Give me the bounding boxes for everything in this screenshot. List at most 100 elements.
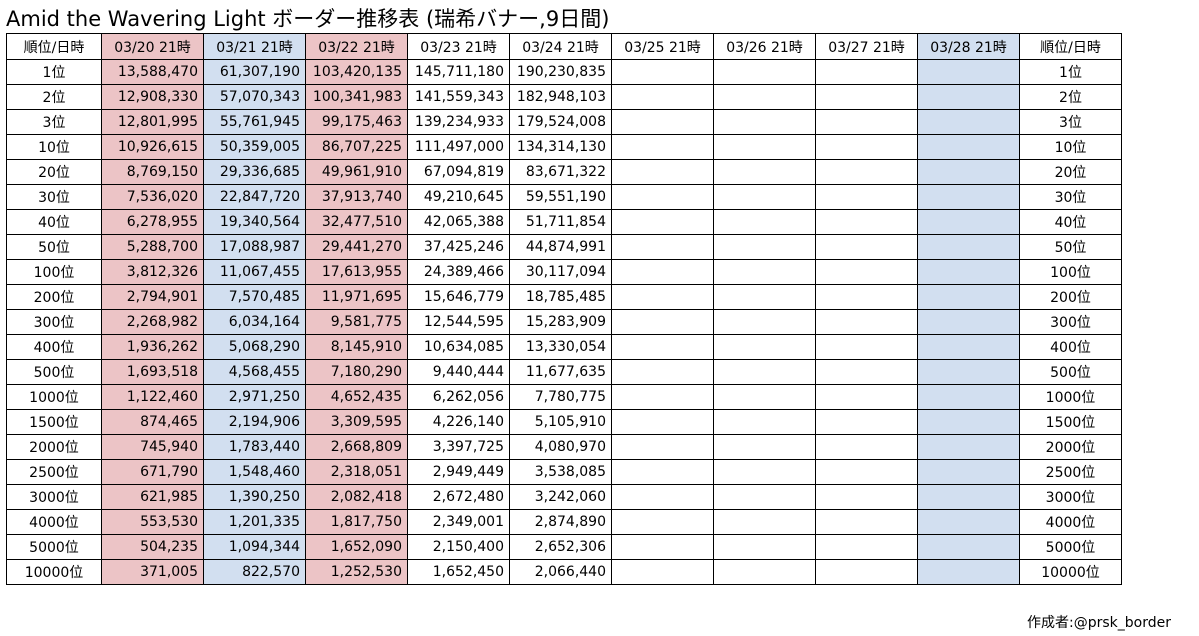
rank-label: 4000位 xyxy=(6,509,102,535)
column-header: 03/22 21時 xyxy=(305,33,408,60)
score-cell: 1,783,440 xyxy=(203,434,306,460)
score-cell xyxy=(713,159,816,185)
score-cell: 9,581,775 xyxy=(305,309,408,335)
table-row: 2位 12,908,330 57,070,343 100,341,983 141,559… xyxy=(6,84,1122,110)
score-cell: 1,652,450 xyxy=(407,559,510,585)
table-row: 1000位 1,122,460 2,971,250 4,652,435 6,262,05… xyxy=(6,384,1122,410)
rank-label-right: 5000位 xyxy=(1019,534,1122,560)
score-cell: 2,066,440 xyxy=(509,559,612,585)
score-cell: 7,536,020 xyxy=(101,184,204,210)
score-cell xyxy=(815,334,918,360)
score-cell: 37,425,246 xyxy=(407,234,510,260)
score-cell xyxy=(611,134,714,160)
score-cell: 22,847,720 xyxy=(203,184,306,210)
score-cell: 1,122,460 xyxy=(101,384,204,410)
score-cell xyxy=(713,109,816,135)
score-cell: 13,330,054 xyxy=(509,334,612,360)
score-cell xyxy=(713,134,816,160)
score-cell: 5,105,910 xyxy=(509,409,612,435)
score-cell: 2,349,001 xyxy=(407,509,510,535)
score-cell xyxy=(713,234,816,260)
score-cell xyxy=(713,259,816,285)
score-cell xyxy=(815,384,918,410)
rank-label-right: 500位 xyxy=(1019,359,1122,385)
rank-label-right: 100位 xyxy=(1019,259,1122,285)
corner-header-left: 順位/日時 xyxy=(6,33,102,60)
score-cell: 8,769,150 xyxy=(101,159,204,185)
score-cell: 3,309,595 xyxy=(305,409,408,435)
score-cell: 4,080,970 xyxy=(509,434,612,460)
rank-label-right: 1500位 xyxy=(1019,409,1122,435)
rank-label: 200位 xyxy=(6,284,102,310)
score-cell xyxy=(815,159,918,185)
score-cell: 2,794,901 xyxy=(101,284,204,310)
score-cell: 59,551,190 xyxy=(509,184,612,210)
score-cell: 371,005 xyxy=(101,559,204,585)
score-cell: 42,065,388 xyxy=(407,209,510,235)
score-cell: 7,780,775 xyxy=(509,384,612,410)
table-row: 3000位 621,985 1,390,250 2,082,418 2,672,480 3… xyxy=(6,484,1122,510)
corner-header-right: 順位/日時 xyxy=(1019,33,1122,60)
score-cell: 145,711,180 xyxy=(407,59,510,85)
table-row: 200位 2,794,901 7,570,485 11,971,695 15,646,7… xyxy=(6,284,1122,310)
score-cell xyxy=(713,459,816,485)
score-cell xyxy=(815,134,918,160)
score-cell xyxy=(611,509,714,535)
score-cell xyxy=(917,59,1020,85)
rank-label: 3000位 xyxy=(6,484,102,510)
column-header: 03/27 21時 xyxy=(815,33,918,60)
rank-label: 2位 xyxy=(6,84,102,110)
table-row: 2000位 745,940 1,783,440 2,668,809 3,397,725 4… xyxy=(6,434,1122,460)
score-cell xyxy=(713,359,816,385)
score-cell: 822,570 xyxy=(203,559,306,585)
score-cell xyxy=(611,359,714,385)
score-cell xyxy=(917,309,1020,335)
score-cell: 6,034,164 xyxy=(203,309,306,335)
score-cell xyxy=(611,534,714,560)
score-cell: 49,961,910 xyxy=(305,159,408,185)
table-row: 1500位 874,465 2,194,906 3,309,595 4,226,140 5… xyxy=(6,409,1122,435)
score-cell: 99,175,463 xyxy=(305,109,408,135)
score-cell xyxy=(917,534,1020,560)
score-cell: 103,420,135 xyxy=(305,59,408,85)
rank-label: 1500位 xyxy=(6,409,102,435)
score-cell: 671,790 xyxy=(101,459,204,485)
score-cell xyxy=(917,409,1020,435)
score-cell xyxy=(917,259,1020,285)
table-row: 5000位 504,235 1,094,344 1,652,090 2,150,400 2… xyxy=(6,534,1122,560)
score-cell: 2,150,400 xyxy=(407,534,510,560)
score-cell xyxy=(611,409,714,435)
score-cell: 1,094,344 xyxy=(203,534,306,560)
score-cell xyxy=(917,159,1020,185)
score-cell: 141,559,343 xyxy=(407,84,510,110)
score-cell xyxy=(917,84,1020,110)
score-cell: 2,082,418 xyxy=(305,484,408,510)
rank-label-right: 3000位 xyxy=(1019,484,1122,510)
score-cell: 55,761,945 xyxy=(203,109,306,135)
score-cell xyxy=(917,109,1020,135)
rank-label-right: 300位 xyxy=(1019,309,1122,335)
score-cell: 1,201,335 xyxy=(203,509,306,535)
score-cell xyxy=(713,209,816,235)
score-cell: 13,588,470 xyxy=(101,59,204,85)
score-cell: 12,801,995 xyxy=(101,109,204,135)
score-cell: 11,067,455 xyxy=(203,259,306,285)
score-cell xyxy=(917,509,1020,535)
score-cell: 6,278,955 xyxy=(101,209,204,235)
score-cell: 1,817,750 xyxy=(305,509,408,535)
rank-label-right: 1000位 xyxy=(1019,384,1122,410)
rank-label: 2500位 xyxy=(6,459,102,485)
score-cell xyxy=(713,509,816,535)
rank-label-right: 10位 xyxy=(1019,134,1122,160)
score-cell xyxy=(713,184,816,210)
author-credit: 作成者:@prsk_border xyxy=(1027,615,1171,631)
score-cell: 2,672,480 xyxy=(407,484,510,510)
score-cell xyxy=(917,484,1020,510)
rank-label-right: 3位 xyxy=(1019,109,1122,135)
score-cell xyxy=(815,84,918,110)
rank-label-right: 2位 xyxy=(1019,84,1122,110)
score-cell xyxy=(611,84,714,110)
score-cell xyxy=(815,309,918,335)
rank-label-right: 400位 xyxy=(1019,334,1122,360)
score-cell: 11,971,695 xyxy=(305,284,408,310)
